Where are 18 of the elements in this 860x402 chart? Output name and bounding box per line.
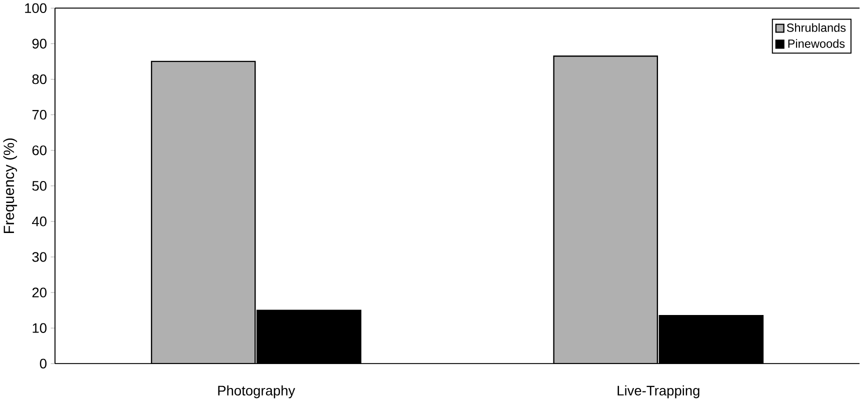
y-tick-label: 100 <box>25 4 47 14</box>
y-tick-label: 60 <box>32 146 47 156</box>
y-tick-label: 10 <box>32 323 47 334</box>
y-tick-label: 90 <box>32 39 47 49</box>
x-tick-label: Live-Trapping <box>618 386 700 398</box>
bar <box>553 56 658 364</box>
x-tick-label: Photography <box>218 386 296 398</box>
y-axis-title: Frequency (%) <box>3 138 18 234</box>
y-tick-label: 40 <box>32 216 47 227</box>
y-tick-label: 0 <box>40 358 47 369</box>
y-tick-label: 20 <box>32 288 47 298</box>
y-tick-label: 80 <box>32 74 47 84</box>
y-tick-label: 50 <box>32 181 47 192</box>
y-tick-label: 30 <box>32 252 47 262</box>
bar <box>150 61 256 364</box>
legend-label: Pinewoods <box>788 39 845 48</box>
legend-label: Shrublands <box>786 23 846 32</box>
y-tick-label: 70 <box>32 110 47 120</box>
